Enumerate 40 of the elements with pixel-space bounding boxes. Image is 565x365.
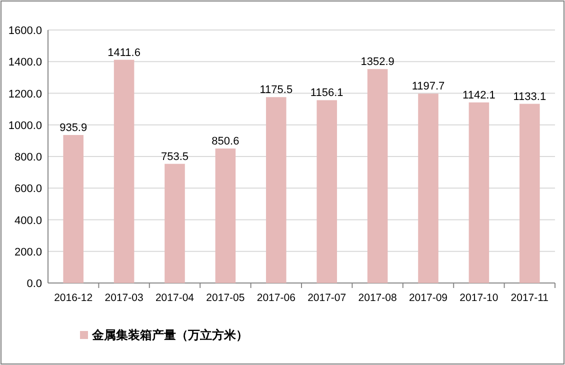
bar [164,164,185,283]
y-tick-label: 800.0 [14,152,42,164]
y-tick-label: 1200.0 [8,88,42,100]
x-tick-label: 2017-03 [104,292,144,304]
bar [468,102,490,283]
y-tick-label: 1600.0 [8,25,42,37]
data-label: 1352.9 [360,56,394,68]
y-tick-label: 400.0 [14,214,42,227]
data-label: 753.5 [160,150,189,163]
x-tick-label: 2017-07 [308,292,346,304]
y-tick-label: 1000.0 [8,120,42,132]
bar [520,104,540,283]
bar [215,148,236,283]
data-label: 1142.1 [462,89,496,102]
x-tick-label: 2017-11 [510,292,549,304]
bar [114,60,134,283]
x-tick-label: 2017-10 [460,292,498,304]
x-tick-label: 2017-06 [256,292,296,304]
data-label: 1197.7 [412,80,445,93]
bar [266,97,286,283]
data-label: 1133.1 [513,90,546,103]
x-tick-label: 2017-04 [155,292,194,304]
bar [316,100,337,283]
bar [63,135,84,283]
y-tick-label: 200.0 [14,246,42,258]
data-label: 1175.5 [260,84,293,96]
data-label: 850.6 [212,136,240,148]
bar [367,69,388,283]
y-tick-label: 0.0 [26,278,42,290]
data-label: 1156.1 [310,87,344,100]
legend-label: 金属集装箱产量（万立方米） [91,328,248,342]
x-tick-label: 2017-09 [408,292,448,304]
x-tick-label: 2016-12 [54,292,93,304]
y-tick-label: 1400.0 [8,56,42,69]
data-label: 1411.6 [108,46,140,59]
bar [418,94,438,283]
y-tick-label: 600.0 [14,183,42,196]
data-label: 935.9 [60,122,88,134]
x-tick-label: 2017-08 [358,292,397,304]
x-tick-label: 2017-05 [206,292,245,304]
